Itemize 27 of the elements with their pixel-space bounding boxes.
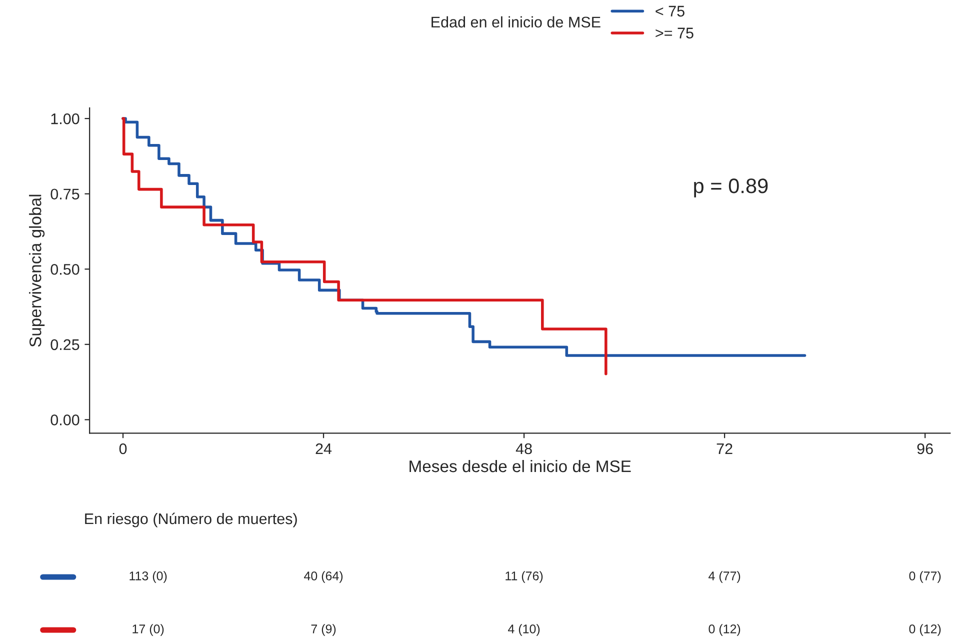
y-tick-label: 0.50 (50, 264, 80, 275)
x-tick-label: 0 (119, 443, 127, 454)
legend-label: >= 75 (656, 28, 694, 38)
text: 0 (12) (708, 624, 740, 636)
x-axis-title: Meses desde el inicio de MSE (410, 460, 631, 472)
y-tick-label: 0.75 (50, 188, 80, 200)
text: 7 (9) (311, 624, 336, 636)
y-axis-title: Supervivencia global (29, 194, 45, 347)
text: 40 (64) (304, 571, 343, 583)
text: 0 (77) (909, 571, 941, 583)
annotation: p = 0.89 (694, 178, 768, 198)
text: 4 (77) (708, 571, 740, 583)
y-tick-label: 1.00 (51, 113, 80, 124)
legend-label: < 75 (656, 6, 684, 17)
x-tick-label: 48 (516, 443, 532, 454)
x-tick-label: 24 (316, 443, 332, 454)
text: 113 (0) (130, 571, 167, 583)
text: 4 (10) (508, 624, 540, 636)
x-tick-label: 72 (716, 443, 732, 454)
text: 0 (12) (909, 624, 941, 636)
y-tick-label: 0.25 (50, 339, 80, 350)
text: 17 (0) (132, 624, 164, 636)
x-tick-label: 96 (917, 443, 933, 454)
y-tick-label: 0.00 (50, 414, 80, 426)
legend-title: Edad en el inicio de MSE (432, 16, 600, 28)
text: En riesgo (Número de muertes) (85, 512, 297, 528)
text: 11 (76) (506, 571, 543, 583)
